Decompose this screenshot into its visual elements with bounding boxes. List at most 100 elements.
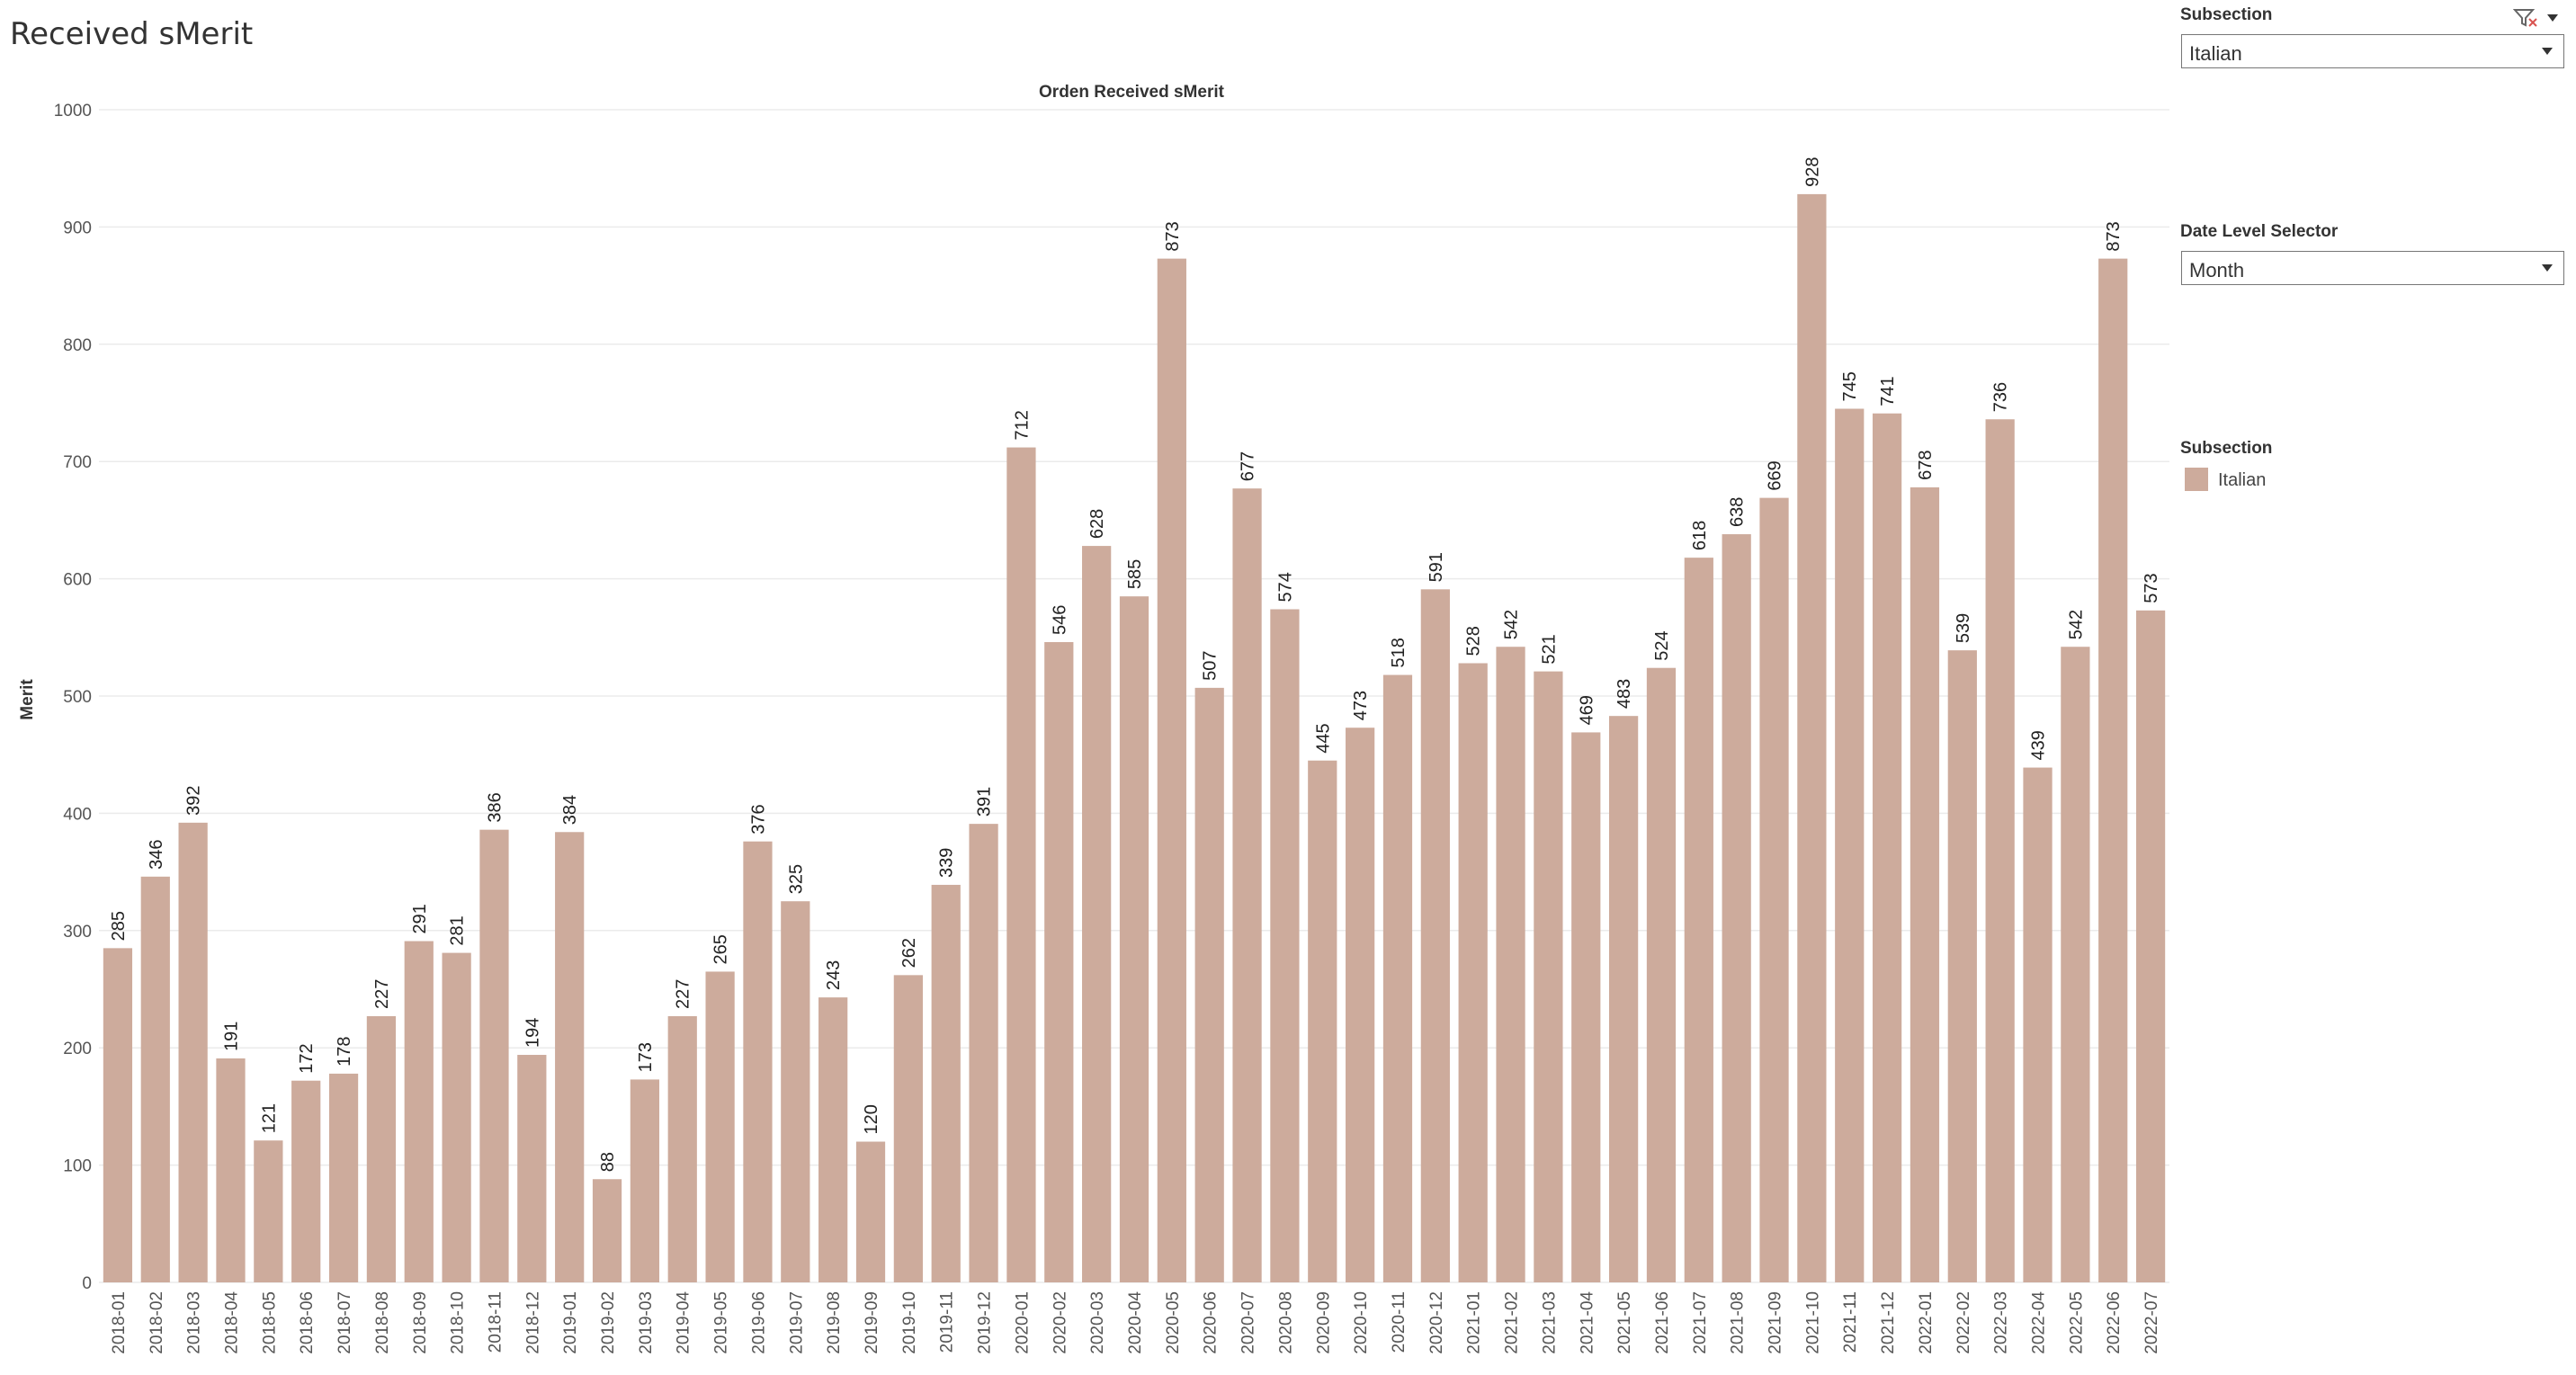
x-tick-label: 2019-07: [787, 1291, 806, 1354]
bar[interactable]: [1608, 716, 1639, 1282]
bar[interactable]: [178, 822, 208, 1282]
bar[interactable]: [1458, 663, 1488, 1282]
bar[interactable]: [2098, 258, 2128, 1282]
bar[interactable]: [1496, 647, 1525, 1282]
bar[interactable]: [667, 1015, 697, 1282]
dropdown-menu-icon[interactable]: [2547, 14, 2558, 22]
bar[interactable]: [2023, 767, 2053, 1282]
subsection-dropdown-value: Italian: [2189, 42, 2242, 65]
bar[interactable]: [254, 1140, 283, 1282]
bar[interactable]: [103, 948, 133, 1282]
bar[interactable]: [969, 824, 998, 1282]
bar[interactable]: [1044, 642, 1074, 1282]
data-label: 669: [1766, 460, 1785, 490]
x-tick-label: 2018-03: [185, 1291, 204, 1354]
bar[interactable]: [517, 1055, 547, 1282]
x-tick-label: 2022-04: [2030, 1291, 2049, 1354]
x-tick-label: 2019-06: [749, 1291, 768, 1354]
bar[interactable]: [1534, 671, 1563, 1282]
data-label: 191: [221, 1022, 241, 1051]
bar[interactable]: [1684, 558, 1713, 1282]
data-label: 638: [1728, 497, 1748, 527]
bar[interactable]: [555, 832, 585, 1282]
bar[interactable]: [216, 1058, 246, 1282]
bar[interactable]: [630, 1079, 660, 1282]
bar[interactable]: [479, 829, 509, 1282]
data-label: 618: [1690, 521, 1710, 550]
bar[interactable]: [1308, 760, 1337, 1282]
bar[interactable]: [1910, 487, 1940, 1282]
bar[interactable]: [1194, 687, 1224, 1282]
x-tick-label: 2020-09: [1314, 1291, 1333, 1354]
x-tick-label: 2021-04: [1578, 1291, 1597, 1354]
bar[interactable]: [2061, 647, 2090, 1282]
bar[interactable]: [1082, 546, 1112, 1282]
x-tick-label: 2021-10: [1803, 1291, 1822, 1354]
bar[interactable]: [366, 1015, 397, 1282]
y-tick-label: 600: [63, 571, 92, 590]
x-tick-label: 2019-10: [900, 1291, 919, 1354]
bar[interactable]: [1346, 728, 1375, 1282]
x-tick-label: 2022-03: [1992, 1291, 2011, 1354]
x-tick-label: 2021-09: [1767, 1291, 1785, 1354]
bar[interactable]: [1571, 732, 1601, 1282]
bar[interactable]: [1420, 589, 1450, 1282]
date-level-dropdown[interactable]: Month: [2181, 251, 2564, 285]
bar[interactable]: [1119, 596, 1149, 1282]
data-label: 928: [1802, 157, 1822, 187]
data-label: 281: [448, 915, 468, 945]
bar[interactable]: [818, 997, 848, 1282]
bar[interactable]: [2135, 610, 2166, 1282]
data-label: 678: [1916, 451, 1936, 480]
bar[interactable]: [705, 971, 735, 1282]
bar[interactable]: [1382, 674, 1413, 1282]
bar[interactable]: [404, 941, 434, 1282]
bar[interactable]: [1006, 447, 1036, 1282]
bar[interactable]: [140, 876, 170, 1282]
bar[interactable]: [781, 901, 810, 1282]
bar[interactable]: [1759, 497, 1789, 1282]
bar[interactable]: [328, 1073, 359, 1282]
y-tick-label: 500: [63, 688, 92, 707]
data-label: 745: [1840, 371, 1860, 401]
data-label: 628: [1087, 509, 1107, 539]
bar[interactable]: [1985, 419, 2015, 1283]
bar[interactable]: [1270, 609, 1300, 1282]
bar[interactable]: [1722, 534, 1751, 1282]
x-tick-label: 2019-08: [825, 1291, 844, 1354]
data-label: 542: [2066, 610, 2086, 639]
bar[interactable]: [855, 1141, 886, 1282]
subsection-dropdown[interactable]: Italian: [2181, 34, 2564, 68]
bar[interactable]: [291, 1080, 321, 1282]
bar[interactable]: [1872, 413, 1902, 1283]
clear-filter-icon[interactable]: [2512, 9, 2537, 27]
x-tick-label: 2018-06: [298, 1291, 317, 1354]
bar[interactable]: [592, 1179, 622, 1282]
x-tick-label: 2018-08: [373, 1291, 392, 1354]
data-label: 873: [1163, 221, 1183, 251]
bar[interactable]: [1646, 667, 1677, 1282]
bar[interactable]: [442, 952, 471, 1282]
y-tick-label: 100: [63, 1157, 92, 1176]
x-tick-label: 2021-11: [1841, 1291, 1860, 1353]
x-tick-label: 2018-01: [110, 1291, 129, 1354]
x-tick-label: 2019-05: [712, 1291, 731, 1354]
bar[interactable]: [1232, 488, 1262, 1282]
x-tick-label: 2020-06: [1202, 1291, 1221, 1354]
data-label: 518: [1389, 638, 1409, 667]
bar[interactable]: [1797, 193, 1827, 1283]
data-label: 384: [560, 795, 580, 825]
data-label: 243: [824, 960, 844, 990]
legend-item-italian: Italian: [2218, 470, 2267, 490]
bar[interactable]: [893, 975, 923, 1282]
x-tick-label: 2021-02: [1503, 1291, 1522, 1354]
bar[interactable]: [1157, 258, 1186, 1282]
x-tick-label: 2019-01: [561, 1291, 580, 1354]
bar[interactable]: [1947, 650, 1977, 1282]
bar[interactable]: [743, 841, 773, 1282]
bar[interactable]: [931, 884, 961, 1282]
x-tick-label: 2021-05: [1615, 1291, 1634, 1354]
bar[interactable]: [1835, 408, 1865, 1282]
data-label: 542: [1502, 610, 1522, 639]
data-label: 262: [899, 938, 919, 968]
